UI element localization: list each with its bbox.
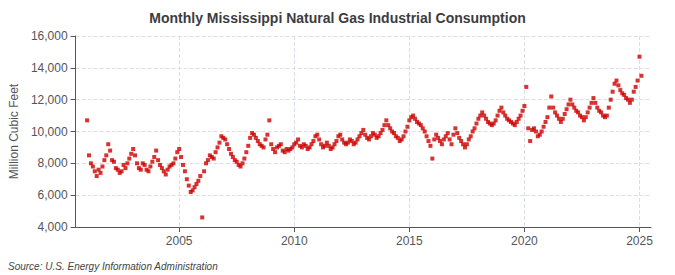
svg-text:2025: 2025: [626, 234, 653, 248]
svg-text:14,000: 14,000: [31, 61, 68, 75]
svg-text:2005: 2005: [166, 234, 193, 248]
svg-text:6,000: 6,000: [38, 188, 68, 202]
svg-text:10,000: 10,000: [31, 125, 68, 139]
svg-text:Monthly Mississippi Natural Ga: Monthly Mississippi Natural Gas Industri…: [149, 10, 525, 26]
svg-text:4,000: 4,000: [38, 220, 68, 234]
svg-text:2020: 2020: [511, 234, 538, 248]
svg-text:Source: U.S. Energy Informatio: Source: U.S. Energy Information Administ…: [8, 261, 218, 272]
svg-text:8,000: 8,000: [38, 156, 68, 170]
svg-text:12,000: 12,000: [31, 93, 68, 107]
svg-text:Million Cubic Feet: Million Cubic Feet: [7, 83, 21, 179]
svg-text:2010: 2010: [281, 234, 308, 248]
svg-text:16,000: 16,000: [31, 29, 68, 43]
svg-text:2015: 2015: [396, 234, 423, 248]
